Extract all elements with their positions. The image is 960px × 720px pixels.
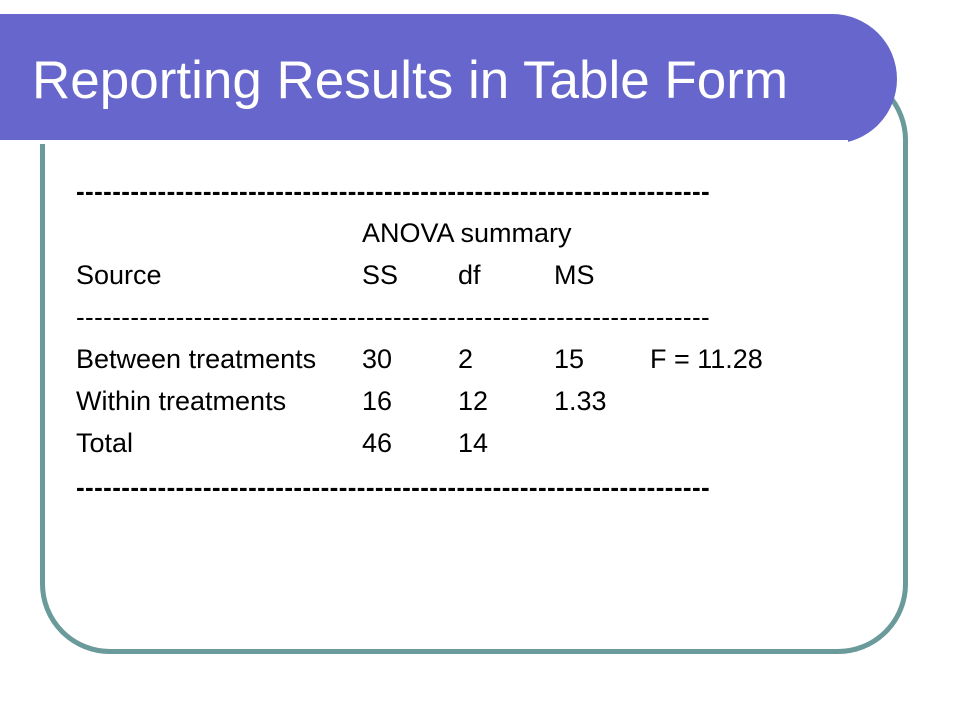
slide-frame: [40, 70, 908, 654]
row-df: 12: [458, 386, 489, 416]
title-underline: [0, 140, 848, 144]
row-ms: 15: [554, 344, 585, 374]
header-df: df: [458, 260, 481, 290]
title-banner: Reporting Results in Table Form: [0, 14, 897, 144]
row-df: 2: [458, 344, 474, 374]
table-header-rule: ----------------------------------------…: [76, 302, 711, 332]
slide-title: Reporting Results in Table Form: [32, 51, 789, 110]
header-ss: SS: [362, 260, 399, 290]
row-ms: 1.33: [554, 386, 607, 416]
row-f-statistic: F = 11.28: [650, 344, 763, 374]
row-source: Between treatments: [76, 344, 317, 374]
row-ss: 46: [362, 428, 393, 458]
row-source: Total: [76, 428, 134, 458]
table-caption: ANOVA summary: [362, 218, 572, 248]
header-source: Source: [76, 260, 162, 290]
table-top-rule: ----------------------------------------…: [76, 176, 711, 206]
row-df: 14: [458, 428, 489, 458]
row-ss: 16: [362, 386, 393, 416]
row-ss: 30: [362, 344, 393, 374]
header-ms: MS: [554, 260, 595, 290]
table-bottom-rule: ----------------------------------------…: [76, 472, 711, 502]
row-source: Within treatments: [76, 386, 287, 416]
